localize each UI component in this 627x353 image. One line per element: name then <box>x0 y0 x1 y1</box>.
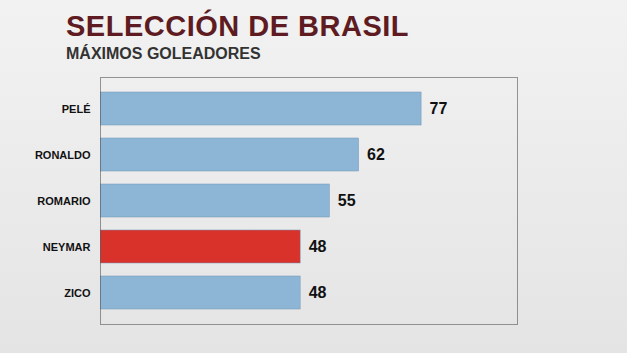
svg-text:NEYMAR: NEYMAR <box>43 241 91 253</box>
svg-text:55: 55 <box>338 192 356 209</box>
svg-text:PELÉ: PELÉ <box>62 103 91 115</box>
html-text:SELECCIÓN DE BRASIL: SELECCIÓN DE BRASIL <box>66 10 409 42</box>
svg-text:77: 77 <box>430 100 448 117</box>
html-text:MÁXIMOS GOLEADORES: MÁXIMOS GOLEADORES <box>66 45 261 62</box>
svg-text:RONALDO: RONALDO <box>35 149 91 161</box>
svg-text:ZICO: ZICO <box>64 287 91 299</box>
svg-text:48: 48 <box>309 238 327 255</box>
svg-text:48: 48 <box>309 284 327 301</box>
svg-text:ROMARIO: ROMARIO <box>37 195 91 207</box>
svg-text:62: 62 <box>367 146 385 163</box>
